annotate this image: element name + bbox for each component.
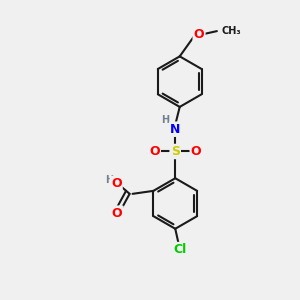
Text: S: S <box>171 145 180 158</box>
Text: H: H <box>105 176 113 185</box>
Text: O: O <box>194 28 204 40</box>
Text: Cl: Cl <box>173 243 186 256</box>
Text: H: H <box>161 115 169 125</box>
Text: N: N <box>170 123 181 136</box>
Text: O: O <box>191 145 201 158</box>
Text: O: O <box>149 145 160 158</box>
Text: O: O <box>112 207 122 220</box>
Text: CH₃: CH₃ <box>221 26 241 36</box>
Text: O: O <box>111 177 122 190</box>
